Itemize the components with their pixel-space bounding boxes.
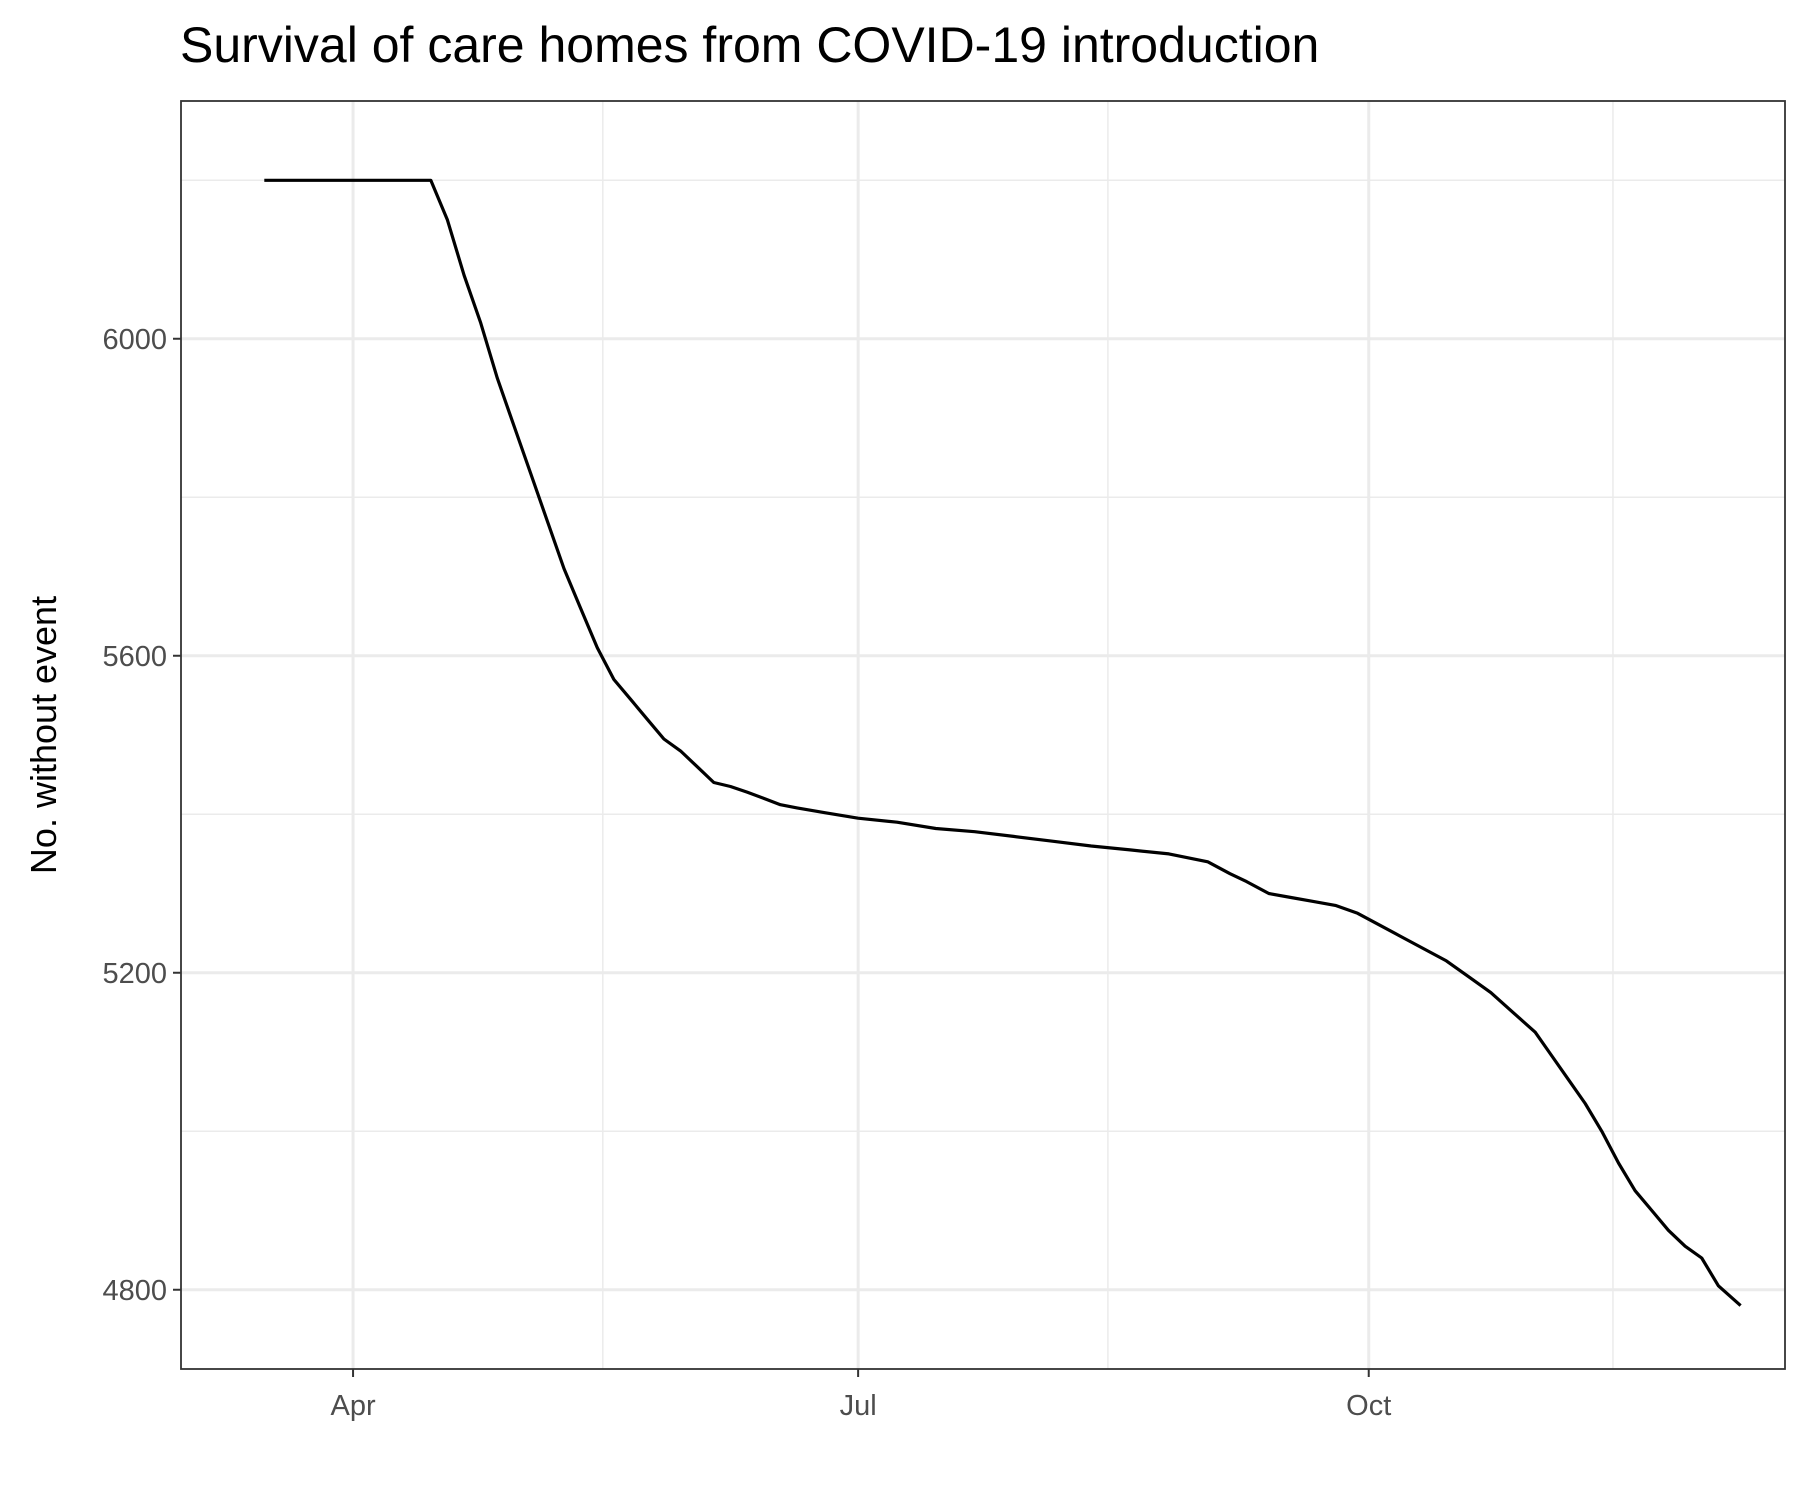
plot-area (264, 178, 1742, 1307)
y-tick-label: 6000 (102, 324, 167, 356)
y-axis-title: No. without event (23, 596, 64, 874)
major-gridlines (181, 101, 1785, 1369)
y-axis: 4800 5200 5600 6000 (102, 324, 181, 1307)
y-tick-label: 5200 (102, 958, 167, 990)
survival-line (264, 178, 1742, 1307)
x-tick-label: Apr (330, 1390, 375, 1422)
x-tick-label: Jul (840, 1390, 877, 1422)
minor-gridlines (181, 101, 1785, 1369)
y-tick-label: 4800 (102, 1275, 167, 1307)
chart-title: Survival of care homes from COVID-19 int… (180, 17, 1319, 73)
plot-panel-border (180, 100, 1786, 1370)
x-tick-label: Oct (1346, 1390, 1391, 1422)
y-tick-label: 5600 (102, 641, 167, 673)
x-axis: Apr Jul Oct (330, 1369, 1391, 1422)
